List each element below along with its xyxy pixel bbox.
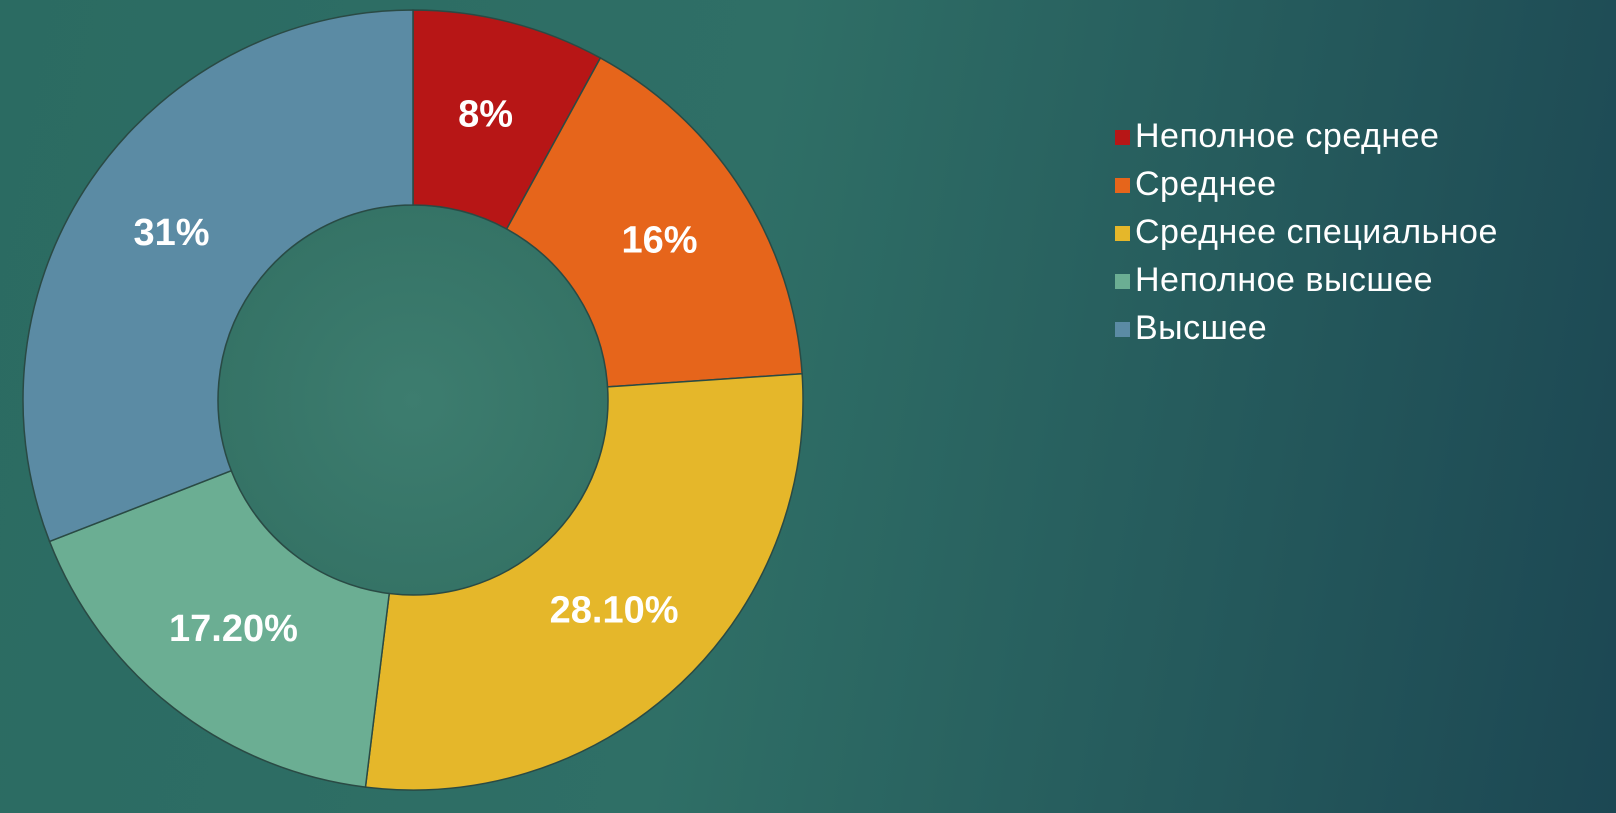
legend-marker	[1115, 178, 1130, 193]
data-label: 16%	[621, 220, 697, 262]
legend-label: Неполное высшее	[1135, 261, 1433, 299]
data-label: 8%	[458, 94, 513, 136]
legend-label: Неполное среднее	[1135, 117, 1439, 155]
legend-marker	[1115, 322, 1130, 337]
donut-slice	[505, 56, 803, 388]
legend-label: Среднее	[1135, 165, 1277, 203]
donut-slice	[364, 372, 804, 791]
donut-slice	[48, 469, 391, 788]
data-label: 17.20%	[169, 608, 298, 650]
legend-label: Среднее специальное	[1135, 213, 1498, 251]
legend-label: Высшее	[1135, 309, 1267, 347]
legend-marker	[1115, 226, 1130, 241]
legend-marker	[1115, 130, 1130, 145]
data-label: 31%	[134, 212, 210, 254]
donut-hole	[219, 206, 607, 594]
data-label: 28.10%	[550, 589, 679, 631]
donut-slice	[22, 9, 414, 543]
legend-marker	[1115, 274, 1130, 289]
